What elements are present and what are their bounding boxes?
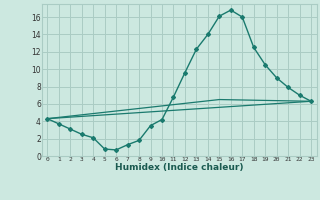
X-axis label: Humidex (Indice chaleur): Humidex (Indice chaleur) <box>115 163 244 172</box>
